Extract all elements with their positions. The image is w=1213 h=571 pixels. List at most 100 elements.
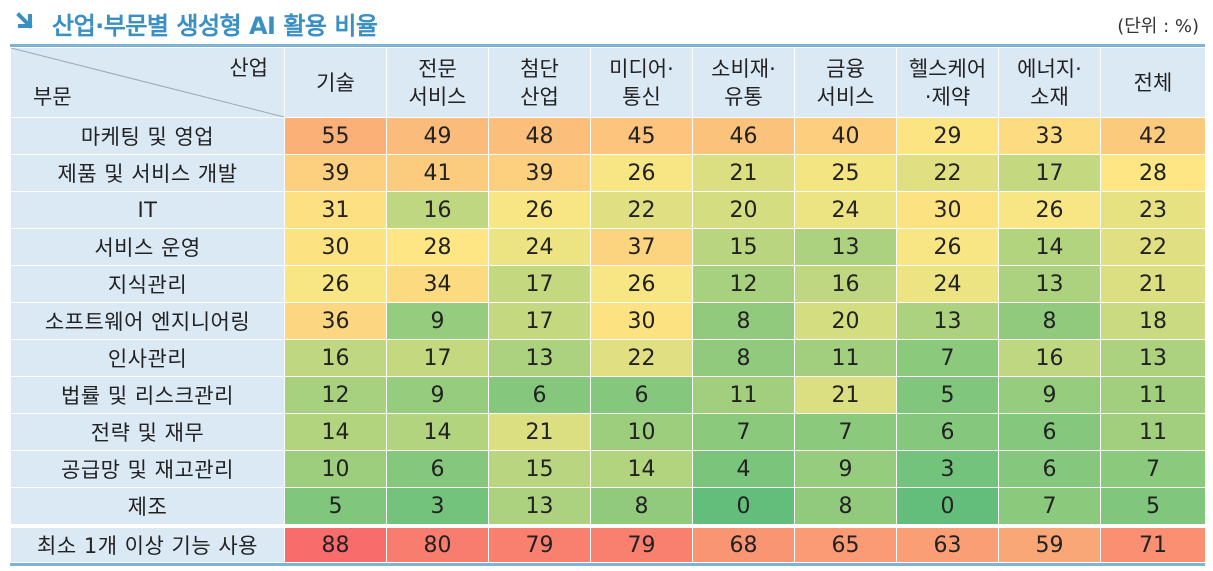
top-rule [10,44,1205,47]
value-cell: 63 [896,524,999,563]
value-cell: 25 [794,154,897,192]
column-header: 소비재· 유통 [692,47,795,118]
row-axis-label: 부문 [33,85,72,109]
value-cell: 30 [896,191,999,229]
column-header-line: 서비스 [816,84,875,109]
value-cell: 31 [284,191,387,229]
column-header-line: 헬스케어 [908,56,987,81]
value-cell: 20 [692,191,795,229]
value-cell: 59 [998,524,1101,563]
table-row: IT 31 16 26 22 20 24 30 26 23 [10,191,1206,229]
table-row: 전략 및 재무 14 14 21 10 7 7 6 6 11 [10,413,1206,451]
value-cell: 7 [998,487,1101,527]
value-cell: 20 [794,302,897,340]
value-cell: 9 [794,450,897,488]
value-cell: 22 [590,339,693,377]
value-cell: 17 [488,265,591,303]
column-header: 전체 [1100,47,1206,118]
value-cell: 26 [590,265,693,303]
value-cell: 24 [488,228,591,266]
unit-label: (단위 : %) [1117,16,1199,37]
value-cell: 21 [794,376,897,414]
value-cell: 22 [590,191,693,229]
value-cell: 17 [488,302,591,340]
value-cell: 6 [488,376,591,414]
value-cell: 46 [692,117,795,155]
table-row: 법률 및 리스크관리 12 9 6 6 11 21 5 9 11 [10,376,1206,414]
table-row: 지식관리 26 34 17 26 12 16 24 13 21 [10,265,1206,303]
table-row: 소프트웨어 엔지니어링 36 9 17 30 8 20 13 8 18 [10,302,1206,340]
value-cell: 7 [1100,450,1206,488]
value-cell: 26 [896,228,999,266]
value-cell: 79 [590,524,693,563]
value-cell: 68 [692,524,795,563]
table-row: 제품 및 서비스 개발 39 41 39 26 21 25 22 17 28 [10,154,1206,192]
row-label: 제조 [10,487,285,527]
value-cell: 55 [284,117,387,155]
column-header-line: 전체 [1133,70,1173,95]
row-label: IT [10,191,285,229]
row-label: 법률 및 리스크관리 [10,376,285,414]
column-header-line: ·제약 [924,84,971,109]
value-cell: 9 [998,376,1101,414]
value-cell: 8 [794,487,897,527]
column-header-line: 첨단 [520,56,559,81]
value-cell: 0 [692,487,795,527]
row-label: 전략 및 재무 [10,413,285,451]
value-cell: 34 [386,265,489,303]
value-cell: 3 [386,487,489,527]
column-header-line: 기술 [316,70,355,95]
value-cell: 14 [284,413,387,451]
value-cell: 24 [794,191,897,229]
value-cell: 39 [284,154,387,192]
column-header-line: 유통 [724,84,763,109]
value-cell: 16 [284,339,387,377]
value-cell: 5 [896,376,999,414]
value-cell: 28 [386,228,489,266]
value-cell: 80 [386,524,489,563]
page-title: 산업·부문별 생성형 AI 활용 비율 [52,12,378,40]
value-cell: 13 [488,487,591,527]
value-cell: 23 [1100,191,1206,229]
value-cell: 21 [692,154,795,192]
value-cell: 16 [794,265,897,303]
value-cell: 6 [998,450,1101,488]
value-cell: 9 [386,376,489,414]
value-cell: 22 [1100,228,1206,266]
value-cell: 24 [896,265,999,303]
column-header: 미디어· 통신 [590,47,693,118]
column-header-line: 전문 [418,56,457,81]
row-label: 인사관리 [10,339,285,377]
value-cell: 41 [386,154,489,192]
value-cell: 6 [386,450,489,488]
value-cell: 13 [1100,339,1206,377]
value-cell: 71 [1100,524,1206,563]
value-cell: 6 [998,413,1101,451]
value-cell: 26 [998,191,1101,229]
total-row: 최소 1개 이상 기능 사용 88 80 79 79 68 65 63 59 71 [10,524,1206,563]
value-cell: 5 [284,487,387,527]
value-cell: 8 [590,487,693,527]
column-header: 전문 서비스 [386,47,489,118]
value-cell: 42 [1100,117,1206,155]
value-cell: 7 [794,413,897,451]
row-label: 서비스 운영 [10,228,285,266]
arrow-down-right-icon [16,12,33,29]
value-cell: 14 [590,450,693,488]
value-cell: 11 [1100,376,1206,414]
value-cell: 11 [1100,413,1206,451]
table-row: 인사관리 16 17 13 22 8 11 7 16 13 [10,339,1206,377]
value-cell: 21 [488,413,591,451]
column-header: 첨단 산업 [488,47,591,118]
column-header-line: 에너지· [1017,56,1082,81]
value-cell: 5 [1100,487,1206,527]
value-cell: 10 [590,413,693,451]
value-cell: 21 [1100,265,1206,303]
column-header-line: 금융 [826,56,865,81]
value-cell: 12 [692,265,795,303]
row-label: 지식관리 [10,265,285,303]
value-cell: 13 [488,339,591,377]
value-cell: 13 [998,265,1101,303]
value-cell: 28 [1100,154,1206,192]
value-cell: 14 [386,413,489,451]
